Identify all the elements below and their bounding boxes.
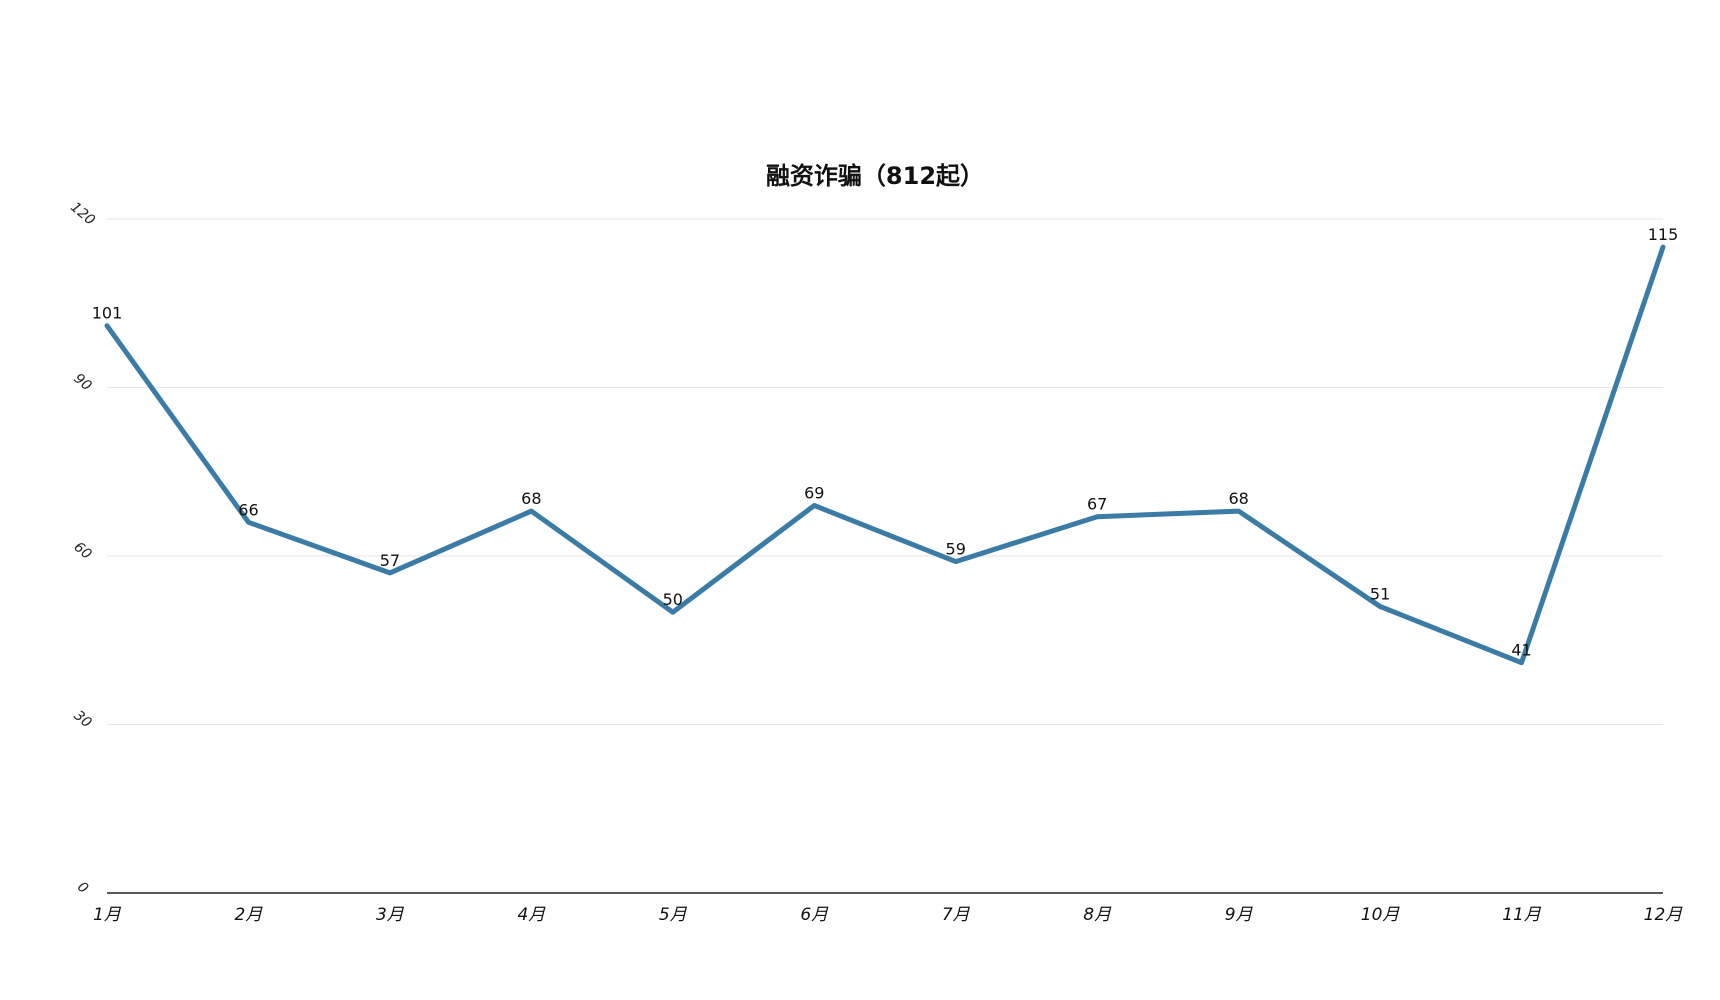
x-tick-label: 12月 (1644, 905, 1684, 925)
x-tick-label: 3月 (376, 905, 405, 925)
data-label: 50 (663, 590, 683, 609)
x-axis-tick-labels: 1月 2月 3月 4月 5月 6月 7月 8月 9月 10月 11月 12月 (93, 905, 1683, 925)
x-tick-label: 1月 (93, 905, 122, 925)
data-label: 67 (1087, 495, 1107, 514)
x-tick-label: 8月 (1083, 905, 1112, 925)
x-tick-label: 9月 (1225, 905, 1254, 925)
data-label: 115 (1648, 225, 1679, 244)
data-label: 66 (238, 500, 258, 519)
y-tick-label: 0 (74, 879, 91, 897)
data-label: 59 (946, 540, 966, 559)
data-label: 68 (521, 489, 541, 508)
data-label: 69 (804, 483, 824, 502)
y-tick-label: 90 (71, 371, 95, 395)
x-tick-label: 4月 (517, 905, 546, 925)
series-lines (104, 244, 1666, 666)
data-label: 41 (1511, 641, 1531, 660)
data-label: 68 (1228, 489, 1248, 508)
x-tick-label: 2月 (235, 905, 264, 925)
data-label: 51 (1370, 585, 1390, 604)
y-tick-label: 120 (67, 199, 98, 228)
data-label: 101 (92, 304, 123, 323)
chart-title: 融资诈骗（812起） (766, 162, 984, 190)
x-tick-label: 11月 (1502, 905, 1542, 925)
data-label: 57 (380, 551, 400, 570)
x-tick-label: 10月 (1361, 905, 1401, 925)
series-line-0 (104, 244, 1666, 666)
x-tick-label: 5月 (659, 905, 688, 925)
y-tick-label: 30 (71, 708, 95, 732)
data-labels: 101 66 57 68 50 69 59 67 68 51 41 115 (92, 225, 1679, 660)
y-tick-label: 60 (71, 539, 95, 563)
x-tick-label: 7月 (942, 905, 971, 925)
gridlines (107, 218, 1663, 725)
x-tick-label: 6月 (800, 905, 829, 925)
